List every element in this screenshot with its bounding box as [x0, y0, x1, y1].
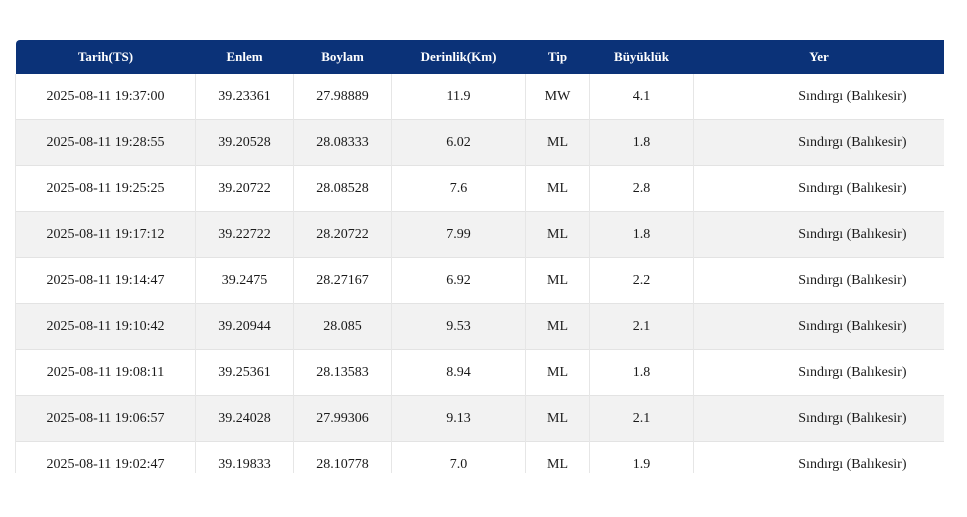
cell-location: Sındırgı (Balıkesir): [798, 226, 907, 242]
cell-latitude: 39.20944: [195, 303, 294, 350]
cell-date: 2025-08-11 19:08:11: [15, 349, 196, 396]
table-row[interactable]: 2025-08-11 19:17:12 39.22722 28.20722 7.…: [15, 211, 944, 258]
cell-date: 2025-08-11 19:14:47: [15, 257, 196, 304]
cell-depth: 7.0: [391, 441, 526, 473]
cell-depth: 9.53: [391, 303, 526, 350]
cell-date: 2025-08-11 19:02:47: [15, 441, 196, 473]
cell-location: Sındırgı (Balıkesir): [798, 410, 907, 426]
cell-type: ML: [525, 395, 590, 442]
cell-location: Sındırgı (Balıkesir): [798, 456, 907, 472]
cell-magnitude: 1.8: [589, 211, 694, 258]
table-row[interactable]: 2025-08-11 19:25:25 39.20722 28.08528 7.…: [15, 165, 944, 212]
cell-magnitude: 2.8: [589, 165, 694, 212]
earthquake-table: Tarih(TS) Enlem Boylam Derinlik(Km) Tip …: [15, 40, 944, 473]
cell-latitude: 39.19833: [195, 441, 294, 473]
cell-magnitude: 2.1: [589, 303, 694, 350]
header-type[interactable]: Tip: [547, 49, 568, 64]
cell-latitude: 39.25361: [195, 349, 294, 396]
cell-longitude: 28.10778: [293, 441, 392, 473]
cell-location: Sındırgı (Balıkesir): [798, 364, 907, 380]
cell-date: 2025-08-11 19:37:00: [15, 74, 196, 120]
cell-magnitude: 4.1: [589, 74, 694, 120]
table-row[interactable]: 2025-08-11 19:14:47 39.2475 28.27167 6.9…: [15, 257, 944, 304]
cell-date: 2025-08-11 19:10:42: [15, 303, 196, 350]
cell-type: ML: [525, 165, 590, 212]
header-depth[interactable]: Derinlik(Km): [420, 49, 497, 64]
cell-location: Sındırgı (Balıkesir): [798, 180, 907, 196]
header-row: Tarih(TS) Enlem Boylam Derinlik(Km) Tip …: [15, 40, 944, 74]
cell-longitude: 28.08528: [293, 165, 392, 212]
cell-depth: 11.9: [391, 74, 526, 120]
cell-type: ML: [525, 349, 590, 396]
header-longitude[interactable]: Boylam: [321, 49, 364, 64]
table-row[interactable]: 2025-08-11 19:06:57 39.24028 27.99306 9.…: [15, 395, 944, 442]
cell-location: Sındırgı (Balıkesir): [798, 134, 907, 150]
cell-latitude: 39.24028: [195, 395, 294, 442]
header-magnitude[interactable]: Büyüklük: [614, 49, 669, 64]
cell-date: 2025-08-11 19:06:57: [15, 395, 196, 442]
cell-depth: 7.6: [391, 165, 526, 212]
cell-latitude: 39.23361: [195, 74, 294, 120]
cell-magnitude: 1.8: [589, 119, 694, 166]
header-date[interactable]: Tarih(TS): [77, 49, 134, 64]
cell-latitude: 39.22722: [195, 211, 294, 258]
table-row[interactable]: 2025-08-11 19:10:42 39.20944 28.085 9.53…: [15, 303, 944, 350]
cell-type: ML: [525, 211, 590, 258]
cell-longitude: 28.13583: [293, 349, 392, 396]
cell-latitude: 39.20528: [195, 119, 294, 166]
cell-depth: 7.99: [391, 211, 526, 258]
table-row[interactable]: 2025-08-11 19:37:00 39.23361 27.98889 11…: [15, 74, 944, 120]
cell-magnitude: 1.9: [589, 441, 694, 473]
cell-depth: 9.13: [391, 395, 526, 442]
cell-latitude: 39.2475: [195, 257, 294, 304]
cell-type: ML: [525, 441, 590, 473]
table-header: Tarih(TS) Enlem Boylam Derinlik(Km) Tip …: [15, 40, 944, 74]
cell-magnitude: 2.1: [589, 395, 694, 442]
cell-depth: 6.92: [391, 257, 526, 304]
table-row[interactable]: 2025-08-11 19:02:47 39.19833 28.10778 7.…: [15, 441, 944, 473]
table-body: 2025-08-11 19:37:00 39.23361 27.98889 11…: [15, 74, 944, 473]
cell-depth: 8.94: [391, 349, 526, 396]
cell-latitude: 39.20722: [195, 165, 294, 212]
cell-longitude: 28.27167: [293, 257, 392, 304]
cell-date: 2025-08-11 19:25:25: [15, 165, 196, 212]
cell-magnitude: 1.8: [589, 349, 694, 396]
cell-depth: 6.02: [391, 119, 526, 166]
cell-date: 2025-08-11 19:17:12: [15, 211, 196, 258]
table-row[interactable]: 2025-08-11 19:08:11 39.25361 28.13583 8.…: [15, 349, 944, 396]
cell-location: Sındırgı (Balıkesir): [798, 318, 907, 334]
cell-type: ML: [525, 119, 590, 166]
earthquake-table-container[interactable]: Tarih(TS) Enlem Boylam Derinlik(Km) Tip …: [15, 40, 944, 473]
cell-type: MW: [525, 74, 590, 120]
cell-type: ML: [525, 257, 590, 304]
cell-longitude: 27.98889: [293, 74, 392, 120]
cell-magnitude: 2.2: [589, 257, 694, 304]
cell-longitude: 28.085: [293, 303, 392, 350]
header-location[interactable]: Yer: [809, 49, 829, 64]
cell-location: Sındırgı (Balıkesir): [798, 88, 907, 104]
header-latitude[interactable]: Enlem: [226, 49, 263, 64]
cell-longitude: 28.08333: [293, 119, 392, 166]
cell-location: Sındırgı (Balıkesir): [798, 272, 907, 288]
cell-type: ML: [525, 303, 590, 350]
cell-longitude: 28.20722: [293, 211, 392, 258]
table-row[interactable]: 2025-08-11 19:28:55 39.20528 28.08333 6.…: [15, 119, 944, 166]
cell-longitude: 27.99306: [293, 395, 392, 442]
cell-date: 2025-08-11 19:28:55: [15, 119, 196, 166]
